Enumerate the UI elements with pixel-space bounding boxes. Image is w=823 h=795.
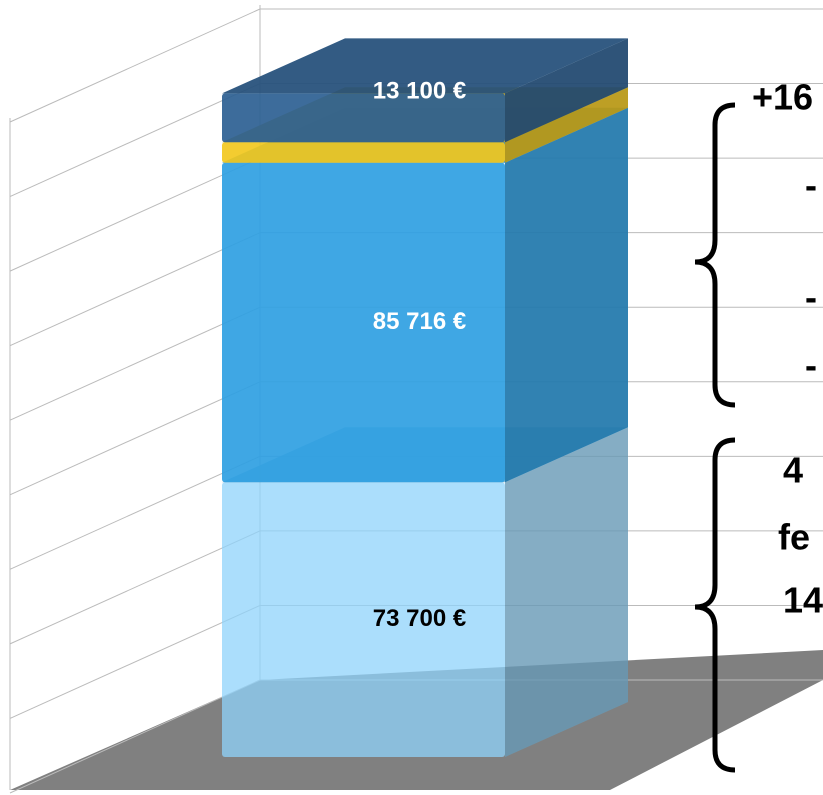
annotation: - [805, 345, 817, 386]
grid-line [9, 604, 261, 719]
grid-line [9, 530, 261, 645]
brace [694, 102, 736, 408]
annotation: 4 [783, 450, 803, 491]
value-label: 73 700 € [373, 605, 466, 632]
grid-line [9, 8, 261, 123]
annotation: 14 [783, 580, 823, 621]
grid-line [9, 157, 261, 272]
bar-side [505, 87, 628, 163]
bar-top-shade [222, 38, 628, 94]
annotation: - [805, 277, 817, 318]
bar-top [222, 38, 628, 94]
grid-line [9, 232, 261, 347]
value-label: 85 716 € [373, 308, 466, 335]
value-label: 13 100 € [373, 77, 466, 104]
grid-line [9, 381, 261, 496]
grid-line [9, 306, 261, 421]
bar [222, 482, 505, 757]
grid-line [9, 679, 261, 794]
annotation: +16 [752, 77, 813, 118]
bar-side-shade [505, 87, 628, 163]
annotations: +16 - - - 4 fe 14 [694, 77, 823, 773]
bar-side-shade [505, 38, 628, 143]
grid-line [9, 455, 261, 570]
annotation: - [805, 165, 817, 206]
annotation: fe [778, 517, 810, 558]
bar [222, 142, 505, 163]
bar-side [505, 427, 628, 757]
bar-side [505, 107, 628, 483]
brace [694, 437, 736, 773]
bar-side-shade [505, 107, 628, 483]
grid-line [9, 83, 261, 198]
bar-side-shade [505, 427, 628, 757]
bars: 73 700 € 85 716 € 13 100 € [222, 38, 628, 757]
bar [222, 162, 505, 483]
bar-side [505, 38, 628, 143]
bar [222, 93, 505, 143]
